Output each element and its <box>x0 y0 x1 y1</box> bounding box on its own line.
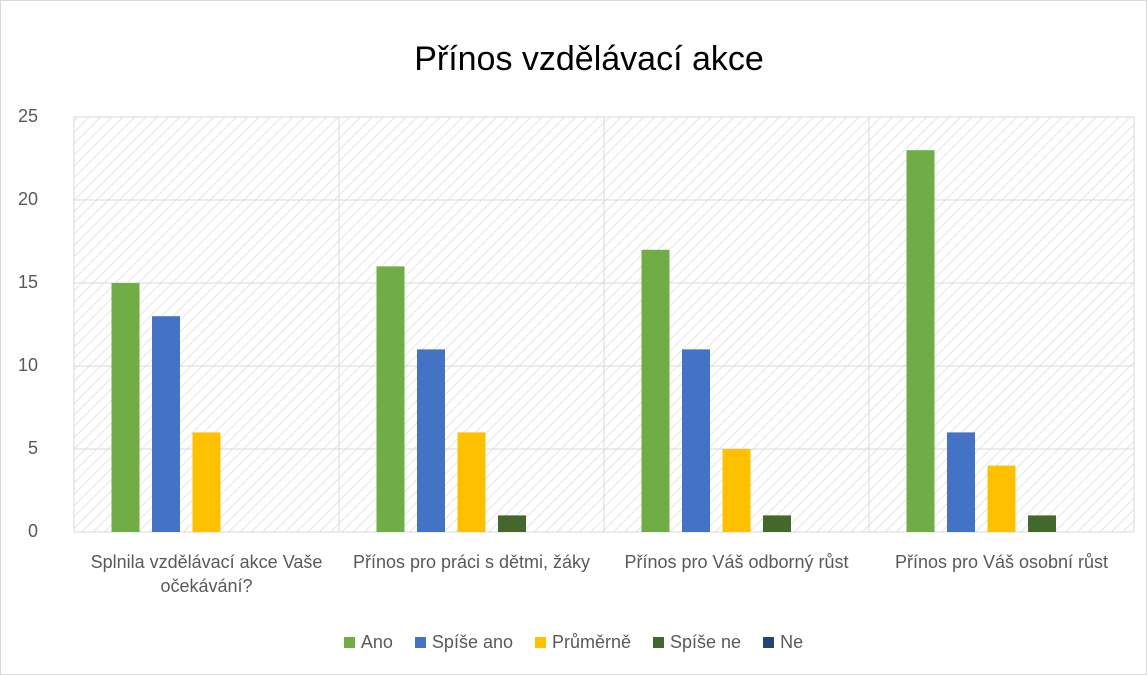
legend-label: Spíše ano <box>431 632 513 652</box>
x-tick-label: Přínos pro Váš osobní růst <box>894 552 1109 572</box>
bar <box>987 465 1016 532</box>
y-tick-label: 25 <box>18 106 38 126</box>
legend: Ano Spíše ano Průměrně Spíše ne Ne <box>1 632 1146 653</box>
y-tick-label: 5 <box>28 438 38 458</box>
legend-label: Ne <box>780 632 804 652</box>
x-tick-label: Přínos pro Váš odborný růst <box>624 552 849 572</box>
bar <box>111 283 140 532</box>
y-tick-label: 15 <box>18 272 38 292</box>
y-tick-label: 0 <box>28 521 38 541</box>
legend-label: Spíše ne <box>670 632 742 652</box>
bar <box>376 266 405 532</box>
legend-swatch <box>534 637 546 648</box>
legend-label: Průměrně <box>551 632 632 652</box>
legend-item: Průměrně <box>534 632 632 653</box>
bar <box>682 349 710 532</box>
x-tick-label: Přínos pro práci s dětmi, žáky <box>352 552 591 572</box>
bar <box>457 432 486 532</box>
legend-item: Spíše ne <box>653 632 741 653</box>
legend-item: Ne <box>763 632 803 653</box>
legend-item: Spíše ano <box>414 632 513 653</box>
bar <box>947 432 975 532</box>
bar <box>1028 515 1056 532</box>
legend-swatch <box>414 637 426 648</box>
bar <box>763 515 791 532</box>
bar <box>417 349 445 532</box>
bar <box>906 150 935 532</box>
legend-swatch <box>343 637 355 648</box>
legend-item: Ano <box>343 632 393 653</box>
bar <box>722 449 751 532</box>
chart-title: Přínos vzdělávací akce <box>414 40 764 78</box>
y-tick-label: 20 <box>18 189 38 209</box>
bar <box>498 515 526 532</box>
bar <box>192 432 221 532</box>
y-tick-label: 10 <box>18 355 38 375</box>
legend-label: Ano <box>360 632 393 652</box>
bar <box>641 249 670 533</box>
bar <box>152 316 180 532</box>
legend-swatch <box>763 637 775 648</box>
legend-swatch <box>653 637 665 648</box>
x-tick-label: Splnila vzdělávací akce Vaše očekávání? <box>90 552 323 596</box>
